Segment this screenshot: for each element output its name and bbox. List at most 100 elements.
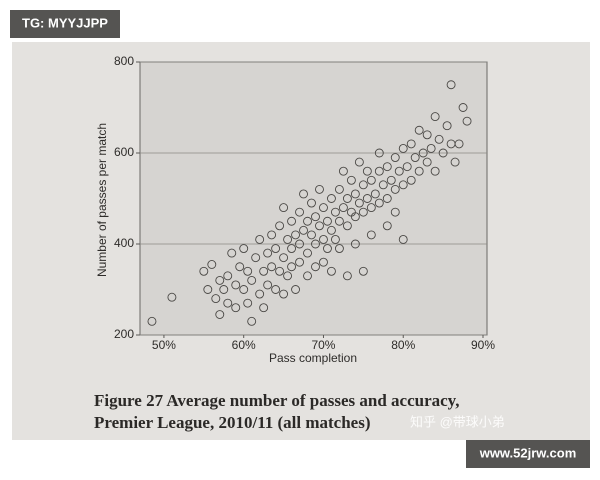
point [167,292,177,302]
point [207,260,217,269]
point [366,230,376,240]
point [422,130,432,140]
point [271,244,281,254]
point [279,289,289,299]
point [323,244,332,254]
point [382,221,392,231]
point [378,180,388,190]
watermark-text: www.52jrw.com [479,445,577,460]
point [263,248,273,258]
point [358,266,368,276]
point [259,303,269,313]
point [390,207,400,217]
point [303,248,312,258]
point [239,244,249,254]
y-tick-label: 400 [114,236,134,250]
watermark-box [10,10,120,38]
point [338,166,348,176]
point [362,194,372,203]
point [386,175,396,185]
x-tick-label: 90% [471,338,495,352]
point [267,230,277,240]
point [283,234,293,244]
point [458,103,468,112]
point [275,266,285,276]
point [454,139,464,149]
point [334,184,344,194]
y-tick-label: 800 [114,54,134,68]
point [414,125,424,135]
point [287,262,297,272]
point [311,239,320,249]
watermark-text: TG: MYYJJPP [22,15,108,30]
point [398,180,408,190]
point [271,285,281,294]
point [299,225,308,235]
point [315,184,324,194]
point [358,207,368,217]
point [287,216,297,226]
point [227,248,237,258]
point [422,157,432,167]
point [247,316,257,326]
point [334,216,344,226]
point [326,194,336,203]
point [319,203,328,213]
point [243,266,253,276]
point [303,216,312,226]
point [406,139,416,149]
point [414,166,424,176]
point [219,285,229,294]
point [147,316,157,326]
x-tick-label: 50% [152,338,176,352]
point [366,203,376,213]
point [311,262,320,272]
point [394,166,404,176]
point [303,271,312,281]
caption-line: Figure 27 Average number of passes and a… [94,391,459,410]
point [366,175,376,185]
point [438,148,448,158]
point [410,153,420,163]
point [450,157,460,167]
point [362,166,372,176]
point [390,184,400,194]
point [402,162,412,172]
point [430,112,440,122]
point [330,207,340,217]
point [295,257,304,267]
point [243,298,253,308]
point [354,198,364,208]
point [295,239,304,249]
point [283,271,293,281]
point [430,166,440,176]
point [235,262,245,272]
point [462,116,472,126]
point [346,175,356,185]
caption-line: Premier League, 2010/11 (all matches) [94,413,371,432]
y-axis-label: Number of passes per match [95,123,109,277]
point [279,203,289,213]
x-tick-label: 70% [311,338,335,352]
point [307,230,316,240]
y-tick-label: 200 [114,327,134,341]
point [334,244,344,254]
point [307,198,316,208]
point [374,148,384,158]
point [319,234,328,244]
y-tick-label: 600 [114,145,134,159]
point [267,262,277,272]
point [426,143,436,153]
point [263,280,273,290]
point [326,225,336,235]
point [442,121,452,131]
point [231,280,241,290]
point [374,166,384,176]
point [259,266,269,276]
point [319,257,328,267]
point [287,244,297,254]
point [398,143,408,153]
point [275,221,285,231]
